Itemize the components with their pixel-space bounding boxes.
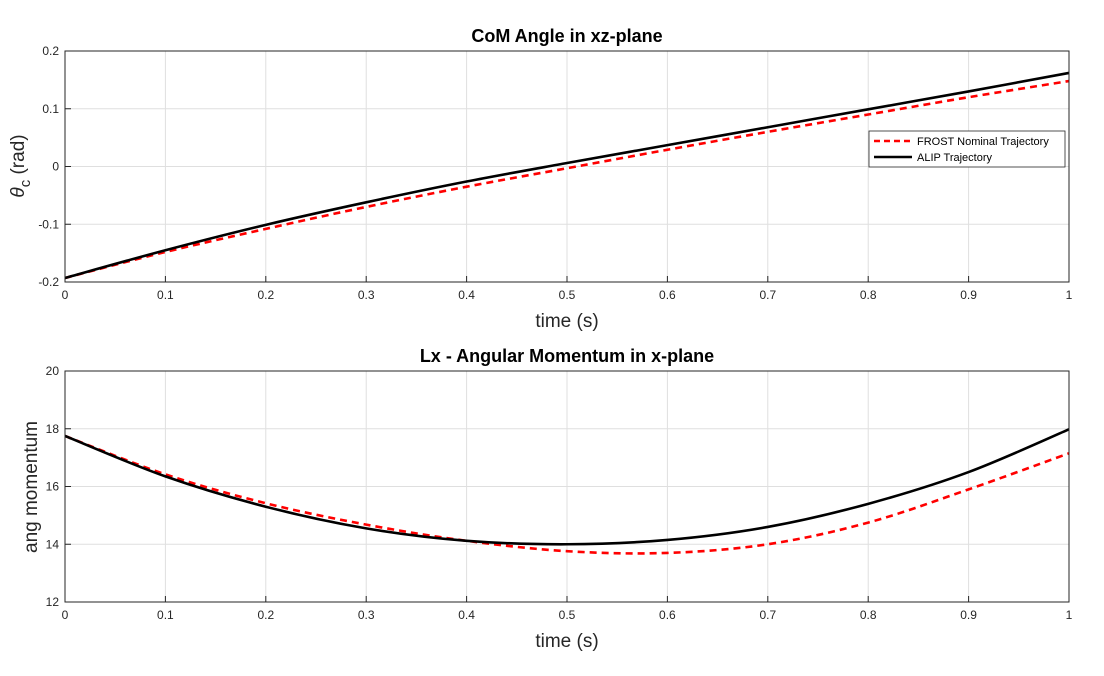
y-tick-label: 12 bbox=[46, 595, 60, 609]
x-tick-label: 0.2 bbox=[257, 608, 274, 622]
y-tick-label: 0.1 bbox=[42, 102, 59, 116]
series-line-alip bbox=[64, 428, 1070, 546]
x-tick-label: 0.2 bbox=[257, 288, 274, 302]
x-ticks: 0 0.1 0.2 0.3 0.4 0.5 0.6 0.7 0.8 0.9 1 bbox=[62, 596, 1073, 622]
x-tick-label: 0.9 bbox=[960, 608, 977, 622]
y-axis-label-subscript: c bbox=[17, 179, 34, 187]
x-axis-label: time (s) bbox=[535, 311, 598, 332]
x-tick-label: 0.8 bbox=[860, 288, 877, 302]
x-tick-label: 0.3 bbox=[358, 288, 375, 302]
y-tick-label: 20 bbox=[46, 364, 60, 378]
x-tick-label: 1 bbox=[1066, 288, 1073, 302]
subplot-angular-momentum: 0 0.1 0.2 0.3 0.4 0.5 0.6 0.7 0.8 0.9 1 12 14 16 18 20… bbox=[21, 346, 1073, 652]
x-tick-label: 0.7 bbox=[759, 608, 776, 622]
x-tick-label: 1 bbox=[1066, 608, 1073, 622]
x-tick-label: 0.3 bbox=[358, 608, 375, 622]
x-tick-label: 0.4 bbox=[458, 608, 475, 622]
series-line-alip bbox=[64, 71, 1070, 280]
x-tick-label: 0.6 bbox=[659, 288, 676, 302]
y-tick-label: -0.2 bbox=[38, 275, 59, 289]
y-tick-label: 14 bbox=[46, 537, 60, 551]
legend: FROST Nominal Trajectory ALIP Trajectory bbox=[868, 130, 1066, 168]
x-tick-label: 0.4 bbox=[458, 288, 475, 302]
series-group bbox=[64, 71, 1070, 280]
y-axis-label-unit: (rad) bbox=[8, 134, 29, 179]
y-axis-label-symbol: θ bbox=[8, 187, 29, 198]
subplot-com-angle: 0 0.1 0.2 0.3 0.4 0.5 0.6 0.7 0.8 0.9 1 -0.2-0.100… bbox=[8, 26, 1073, 332]
chart-title: CoM Angle in xz-plane bbox=[471, 26, 662, 46]
x-tick-label: 0 bbox=[62, 288, 69, 302]
series-group bbox=[64, 428, 1070, 555]
legend-box bbox=[868, 130, 1066, 168]
x-tick-label: 0.8 bbox=[860, 608, 877, 622]
legend-label-frost: FROST Nominal Trajectory bbox=[917, 136, 1049, 148]
x-ticks: 0 0.1 0.2 0.3 0.4 0.5 0.6 0.7 0.8 0.9 1 bbox=[62, 276, 1073, 302]
x-axis-label: time (s) bbox=[535, 631, 598, 652]
x-tick-label: 0.5 bbox=[559, 288, 576, 302]
x-tick-label: 0.5 bbox=[559, 608, 576, 622]
x-tick-label: 0 bbox=[62, 608, 69, 622]
x-tick-label: 0.7 bbox=[759, 288, 776, 302]
y-tick-label: -0.1 bbox=[38, 217, 59, 231]
y-axis-label: θc (rad) bbox=[8, 134, 34, 197]
x-tick-label: 0.1 bbox=[157, 288, 174, 302]
y-tick-label: 0 bbox=[52, 160, 59, 174]
chart-title: Lx - Angular Momentum in x-plane bbox=[420, 346, 714, 366]
y-tick-label: 0.2 bbox=[42, 44, 59, 58]
y-axis-label: ang momentum bbox=[21, 421, 42, 553]
y-tick-label: 16 bbox=[46, 480, 60, 494]
y-ticks: 12 14 16 18 20 bbox=[46, 364, 71, 609]
x-tick-label: 0.6 bbox=[659, 608, 676, 622]
y-tick-label: 18 bbox=[46, 422, 60, 436]
x-tick-label: 0.1 bbox=[157, 608, 174, 622]
y-ticks: -0.2 -0.1 0 0.1 0.2 bbox=[38, 44, 71, 289]
x-tick-label: 0.9 bbox=[960, 288, 977, 302]
series-line-frost bbox=[64, 434, 1070, 555]
legend-label-alip: ALIP Trajectory bbox=[917, 152, 992, 164]
